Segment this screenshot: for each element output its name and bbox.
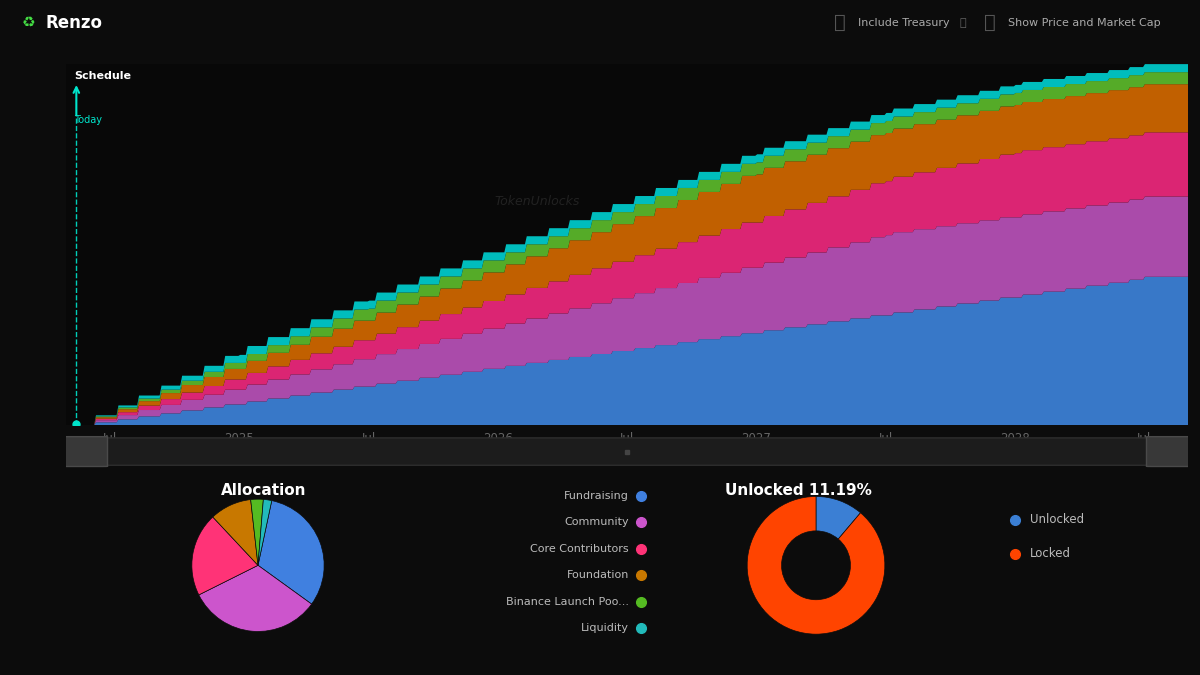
Text: Allocation: Allocation — [221, 483, 307, 497]
FancyBboxPatch shape — [1146, 437, 1192, 466]
Text: ♻: ♻ — [22, 16, 35, 30]
Text: Fundraising: Fundraising — [564, 491, 629, 501]
FancyBboxPatch shape — [58, 438, 1196, 465]
Text: Community: Community — [564, 517, 629, 527]
Wedge shape — [258, 501, 324, 604]
Text: Liquidity: Liquidity — [581, 623, 629, 633]
Text: TokenUnlocks: TokenUnlocks — [494, 195, 580, 208]
Wedge shape — [199, 566, 312, 631]
Text: ⬬: ⬬ — [984, 14, 996, 32]
Text: Renzo: Renzo — [46, 14, 103, 32]
Wedge shape — [192, 517, 258, 595]
FancyBboxPatch shape — [62, 437, 108, 466]
Wedge shape — [251, 499, 263, 566]
Wedge shape — [816, 497, 860, 539]
Text: Today: Today — [73, 115, 102, 125]
Text: Show Price and Market Cap: Show Price and Market Cap — [1008, 18, 1160, 28]
Wedge shape — [748, 497, 884, 634]
Wedge shape — [258, 500, 271, 566]
Text: Schedule: Schedule — [73, 72, 131, 82]
Text: Unlocked 11.19%: Unlocked 11.19% — [725, 483, 871, 497]
Text: Include Treasury: Include Treasury — [858, 18, 949, 28]
Text: ⓘ: ⓘ — [960, 18, 967, 28]
Text: ⬬: ⬬ — [834, 14, 846, 32]
Text: Unlocked: Unlocked — [1031, 513, 1085, 526]
Text: Locked: Locked — [1031, 547, 1072, 560]
Text: Core Contributors: Core Contributors — [530, 544, 629, 554]
Wedge shape — [212, 500, 258, 566]
Text: Binance Launch Poo...: Binance Launch Poo... — [506, 597, 629, 607]
Text: Foundation: Foundation — [566, 570, 629, 580]
